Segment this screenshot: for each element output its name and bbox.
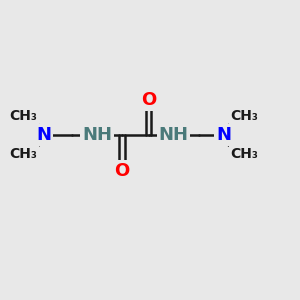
Text: NH: NH — [159, 126, 189, 144]
Text: O: O — [114, 162, 130, 180]
Text: CH₃: CH₃ — [230, 147, 258, 161]
Text: NH: NH — [82, 126, 112, 144]
Text: CH₃: CH₃ — [230, 109, 258, 123]
Text: O: O — [141, 91, 156, 109]
Text: CH₃: CH₃ — [10, 147, 37, 161]
Text: N: N — [37, 126, 52, 144]
Text: N: N — [216, 126, 231, 144]
Text: CH₃: CH₃ — [10, 109, 37, 123]
